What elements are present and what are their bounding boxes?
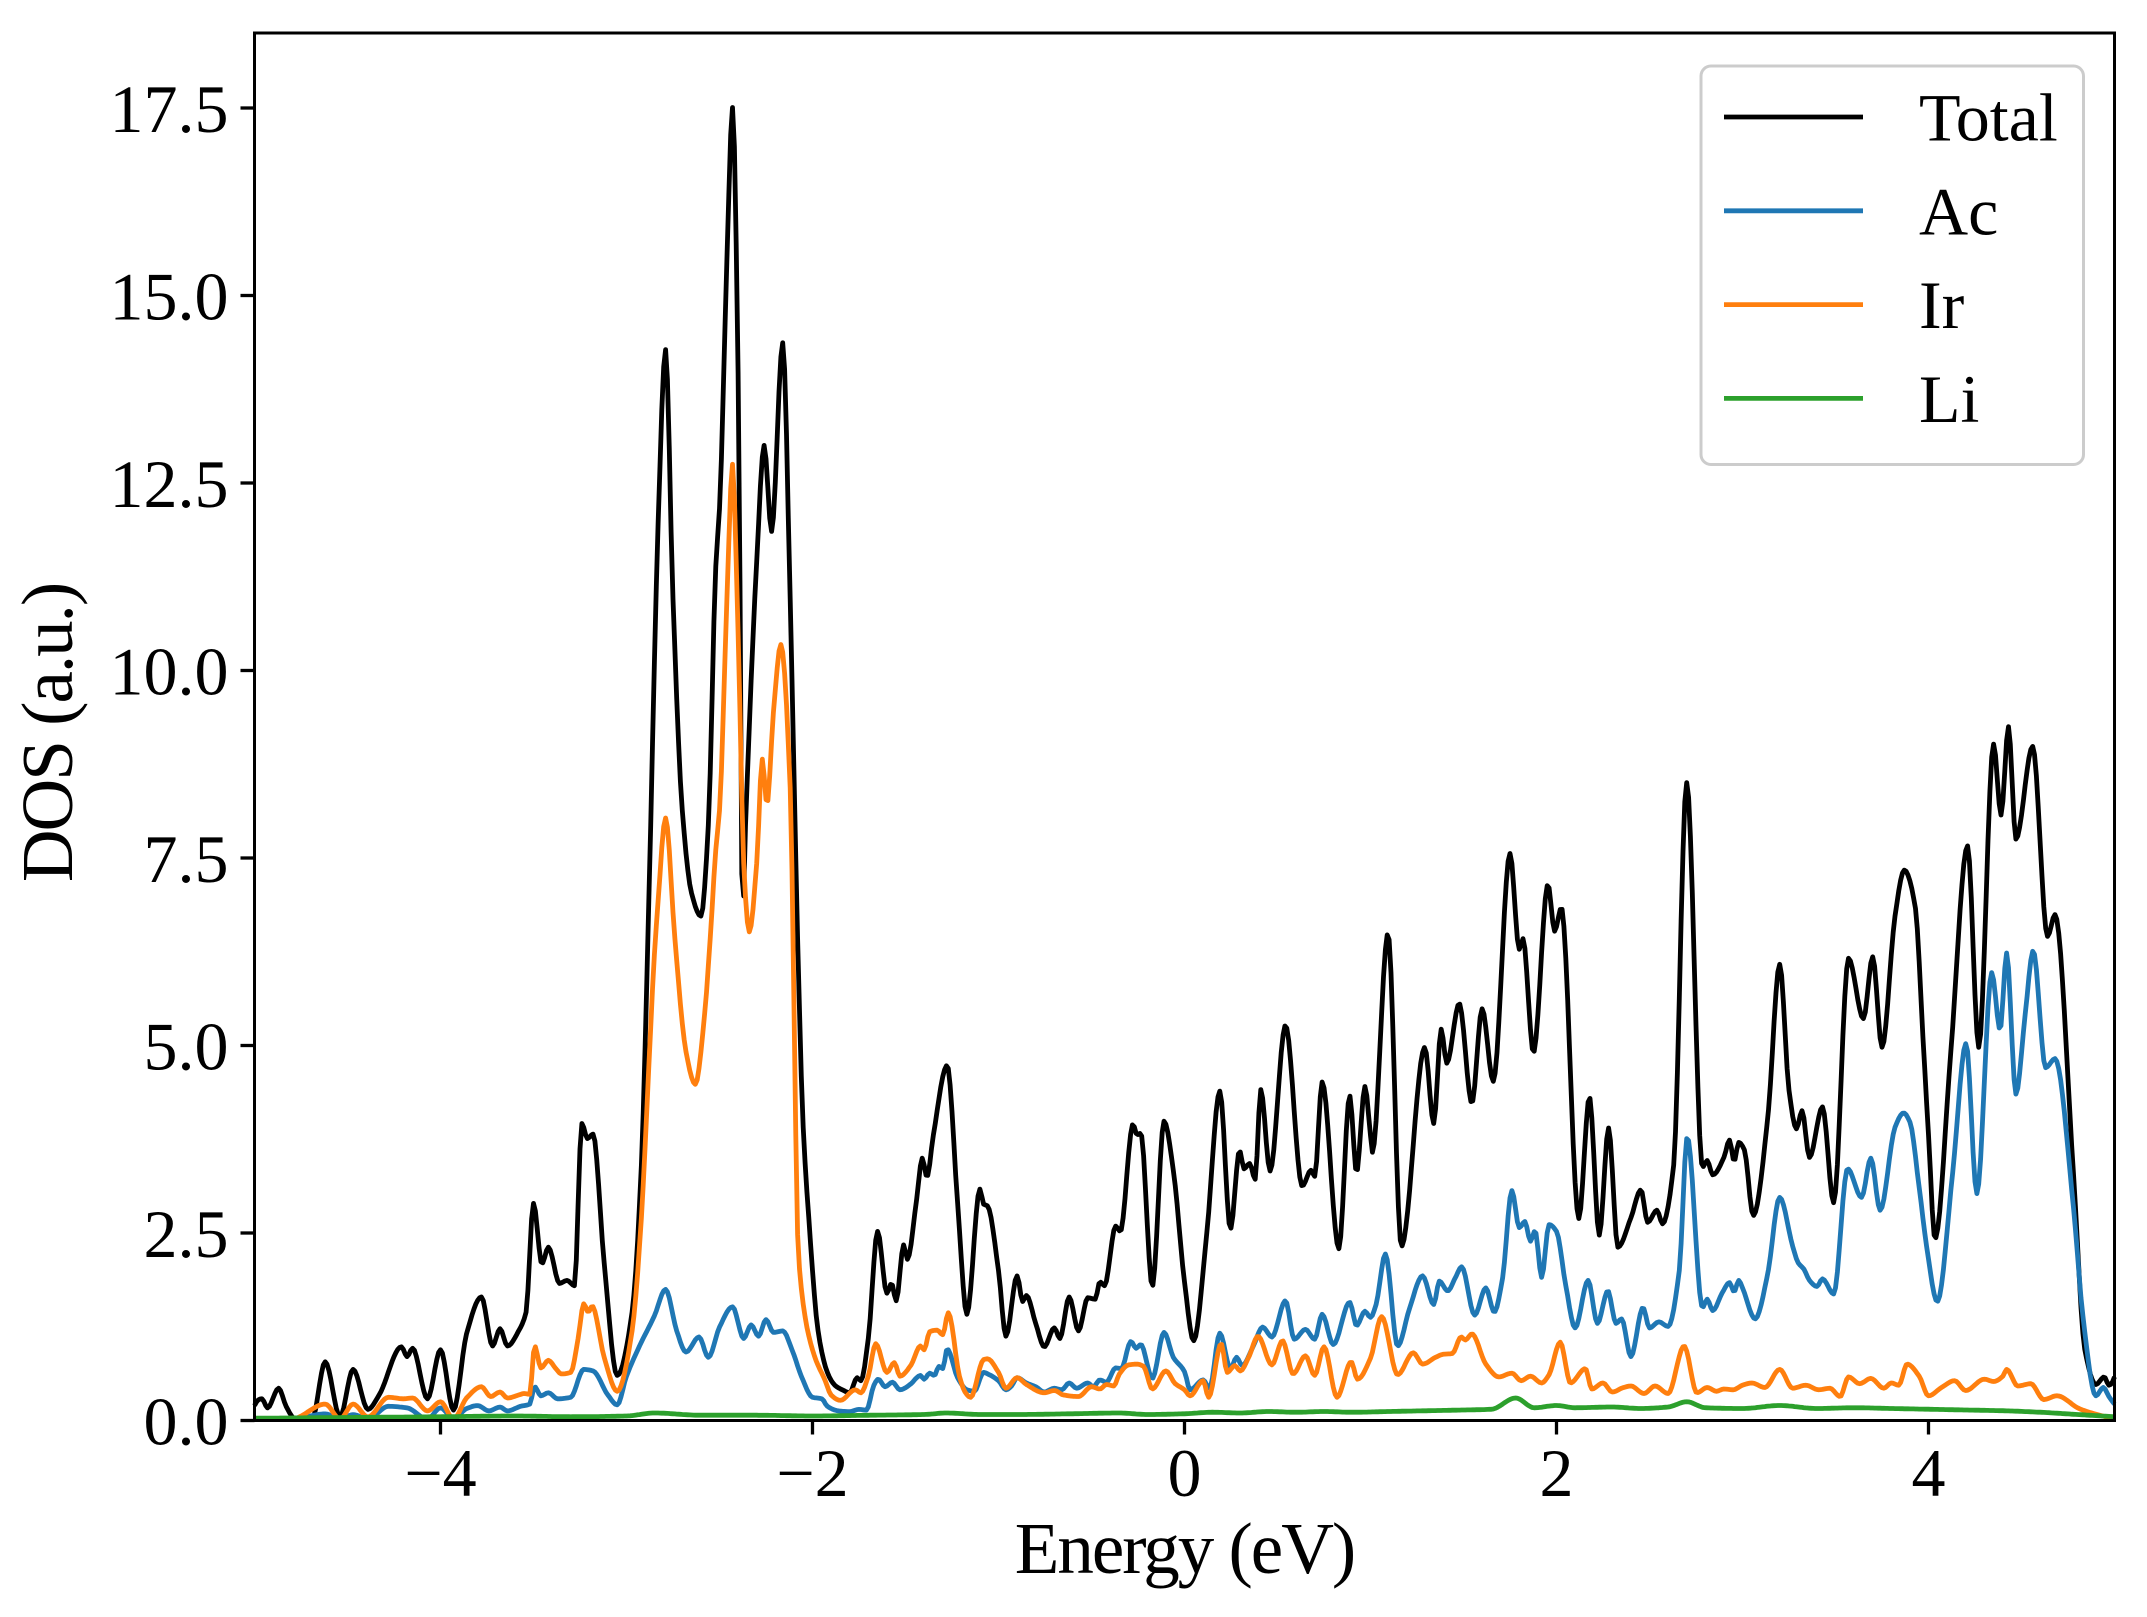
svg-text:15.0: 15.0	[110, 259, 229, 335]
svg-text:−4: −4	[404, 1435, 476, 1511]
svg-text:Li: Li	[1919, 361, 1979, 437]
svg-text:17.5: 17.5	[110, 71, 229, 147]
svg-text:5.0: 5.0	[144, 1009, 229, 1085]
svg-text:4: 4	[1912, 1435, 1946, 1511]
svg-text:Energy (eV): Energy (eV)	[1015, 1508, 1354, 1589]
svg-text:2.5: 2.5	[144, 1196, 229, 1272]
svg-text:−2: −2	[776, 1435, 848, 1511]
svg-text:7.5: 7.5	[144, 821, 229, 897]
svg-text:2: 2	[1540, 1435, 1574, 1511]
svg-text:10.0: 10.0	[110, 634, 229, 710]
svg-text:DOS (a.u.): DOS (a.u.)	[7, 584, 88, 882]
svg-text:0: 0	[1168, 1435, 1202, 1511]
svg-text:Ac: Ac	[1919, 173, 1998, 249]
svg-text:0.0: 0.0	[144, 1384, 229, 1460]
svg-text:Total: Total	[1919, 80, 2058, 156]
svg-text:Ir: Ir	[1919, 267, 1965, 343]
svg-text:12.5: 12.5	[110, 446, 229, 522]
